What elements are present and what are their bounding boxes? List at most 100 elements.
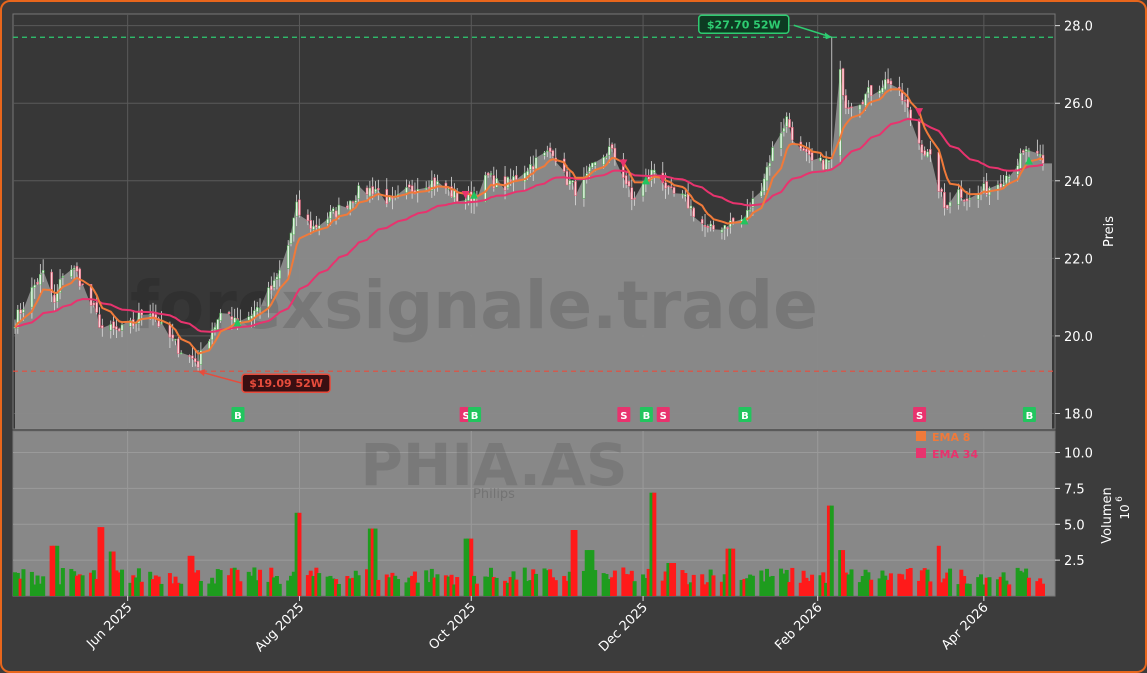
volume-bar [424,570,429,596]
candle-body [917,119,921,144]
candle-body [627,181,631,187]
volume-bar [297,512,302,596]
volume-bar [981,584,986,596]
candle-body [247,316,251,321]
low-52w-arrowhead [198,369,206,377]
candle-body [486,172,490,176]
volume-bar [956,584,961,596]
candle-body [968,197,972,200]
volume-bar [646,568,651,596]
sell-marker [461,191,470,200]
candle-body [1022,150,1025,153]
volume-bar [790,567,795,596]
candle-body [120,324,124,331]
candle-body [608,146,611,156]
volume-bar [838,550,843,596]
volume-bar [886,579,891,596]
candle-body [109,324,113,331]
signal-label: B [234,411,242,422]
legend-label: EMA 34 [932,448,978,461]
volume-bar [97,527,102,596]
legend-swatch [916,448,926,458]
candle-body [174,338,177,341]
volume-bar [976,577,981,596]
volume-bar [77,574,82,596]
volume-bar [801,570,806,596]
candle-body [275,276,279,280]
candle-body [760,190,763,197]
candle-body [492,175,496,189]
volume-bar [829,505,834,596]
candle-body [219,312,222,321]
volume-bar [703,584,708,596]
volume-bar [463,538,468,596]
volume-bar [120,569,125,596]
volume-bar [922,568,927,596]
candle-body [199,350,203,365]
candle-body [703,225,707,227]
volume-bar [869,579,874,596]
volume-bar [128,582,133,596]
volume-bar [728,548,733,596]
volume-bar [649,492,654,596]
candle-body [210,329,214,341]
volume-bar [542,568,547,596]
low-52w-label: $19.09 52W [249,377,323,390]
volume-bar [210,577,215,596]
volume-bar [35,575,40,596]
volume-bar [584,550,589,596]
candle-body [937,151,941,192]
volume-bar [607,579,612,596]
candle-body [427,186,431,189]
volume-bar [407,577,412,596]
volume-bar [334,579,339,596]
volume-bar [193,572,198,596]
volume-bar [117,572,122,596]
candle-body [923,150,926,156]
price-axis-label: Preis [1102,216,1117,247]
volume-bar [565,580,570,596]
sell-marker [915,108,924,117]
low-52w-label-box [241,373,331,393]
volume-bar [356,575,361,596]
ema-8-line [14,88,1044,355]
volume-bar [429,568,434,596]
volume-bar [745,578,750,596]
volume-bar [58,584,63,596]
volume-bar [626,574,631,596]
volume-bar [781,573,786,596]
candle-body [348,200,352,211]
candle-body [847,107,850,109]
volume-bar [277,583,282,596]
volume-bar [156,576,161,596]
volume-exponent-label: 10 [1118,504,1132,519]
volume-bar [317,573,322,596]
candle-body [129,320,132,327]
volume-bar [902,579,907,596]
volume-bar [235,569,240,596]
volume-bar [289,575,294,596]
volume-bar [449,574,454,596]
buy-signal-badge [468,407,482,422]
candle-body [346,205,349,209]
volume-bar [877,578,882,596]
candle-body [16,309,20,329]
candle-body [70,269,73,278]
ticker-watermark: PHIA.AS [360,431,627,499]
candle-body [157,318,160,327]
candle-body [101,325,104,329]
candle-body [653,169,656,173]
volume-bar [711,575,716,596]
candle-body [312,225,315,230]
candle-body [489,173,493,175]
volume-tick-label: 5.0 [1064,518,1085,533]
candle-body [250,315,253,319]
candle-body [495,178,498,188]
volume-bar [705,582,710,596]
candle-body [410,185,414,192]
time-tick-label: Feb 2026 [772,600,825,653]
candle-body [667,185,670,188]
sell-signal-badge [913,407,927,422]
volume-bar [1041,583,1045,596]
candle-body [838,69,842,157]
